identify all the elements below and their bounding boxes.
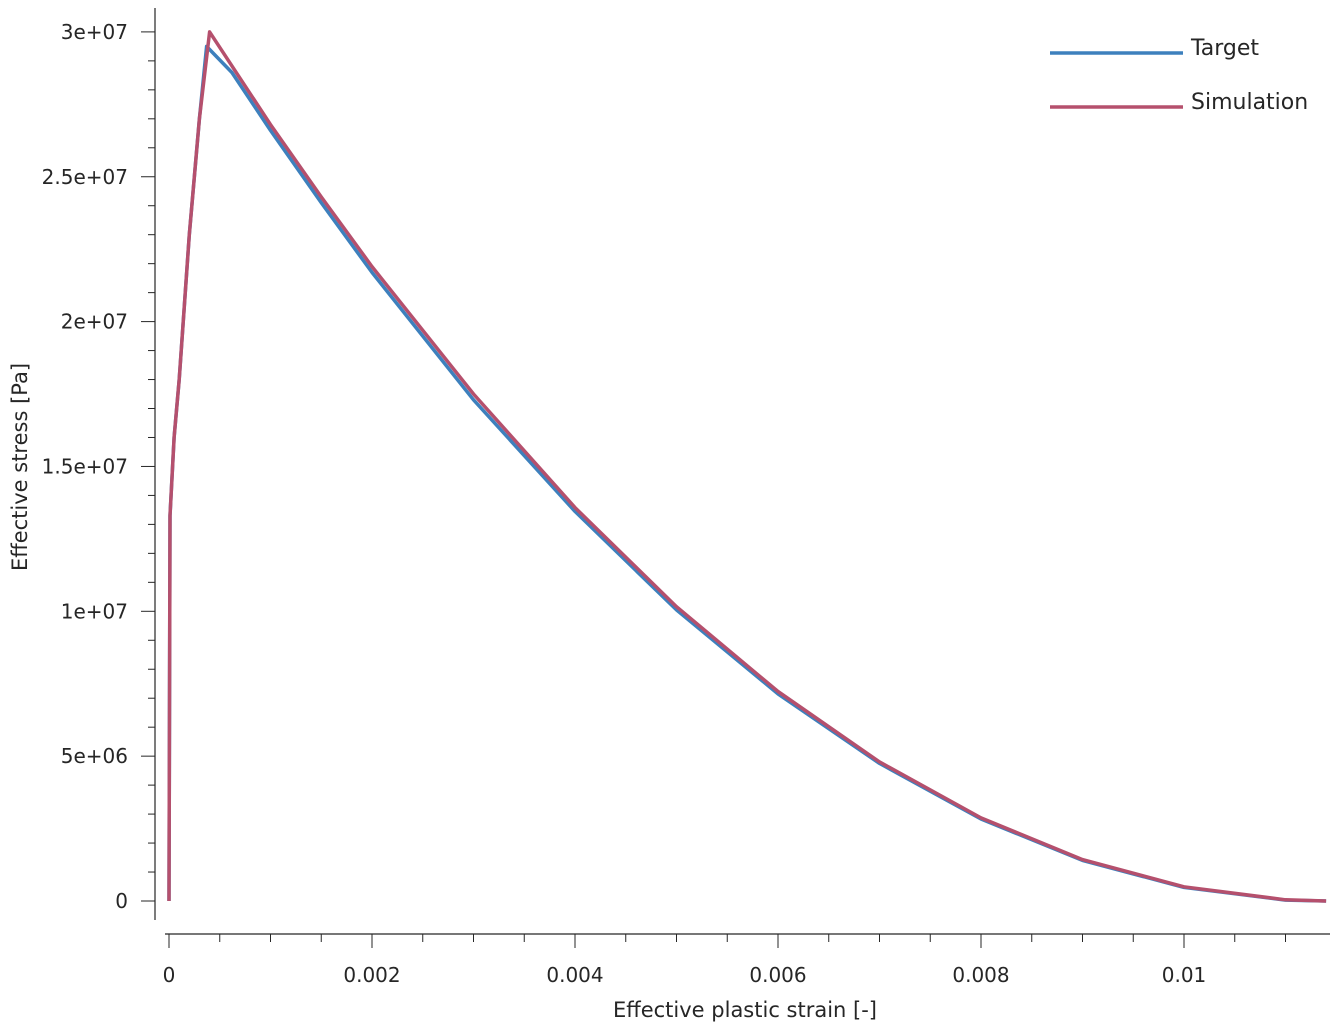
y-tick-label: 3e+07 <box>61 20 128 44</box>
legend-label-simulation: Simulation <box>1191 90 1308 115</box>
x-tick-label: 0.01 <box>1162 963 1207 987</box>
x-tick-label: 0 <box>163 963 176 987</box>
x-tick-label: 0.008 <box>952 963 1009 987</box>
legend: Target Simulation <box>1050 36 1308 115</box>
y-tick-label: 2.5e+07 <box>42 165 128 189</box>
y-axis-label: Effective stress [Pa] <box>8 363 32 571</box>
y-tick-label: 0 <box>115 889 128 913</box>
x-tick-label: 0.004 <box>546 963 603 987</box>
y-tick-label: 2e+07 <box>61 310 128 334</box>
y-tick-label: 1e+07 <box>61 599 128 623</box>
legend-label-target: Target <box>1190 36 1259 61</box>
y-tick-label: 5e+06 <box>61 744 128 768</box>
y-tick-label: 1.5e+07 <box>42 454 128 478</box>
series-group <box>167 30 1327 903</box>
axes: 0 5e+06 1e+07 1.5e+07 2e+07 2.5e+07 3e+07 0 0.00… <box>42 8 1330 987</box>
series-line-simulation <box>167 30 1327 903</box>
x-tick-label: 0.002 <box>343 963 400 987</box>
x-tick-label: 0.006 <box>749 963 806 987</box>
x-axis-label: Effective plastic strain [-] <box>613 998 877 1022</box>
series-line-target <box>167 44 1327 903</box>
